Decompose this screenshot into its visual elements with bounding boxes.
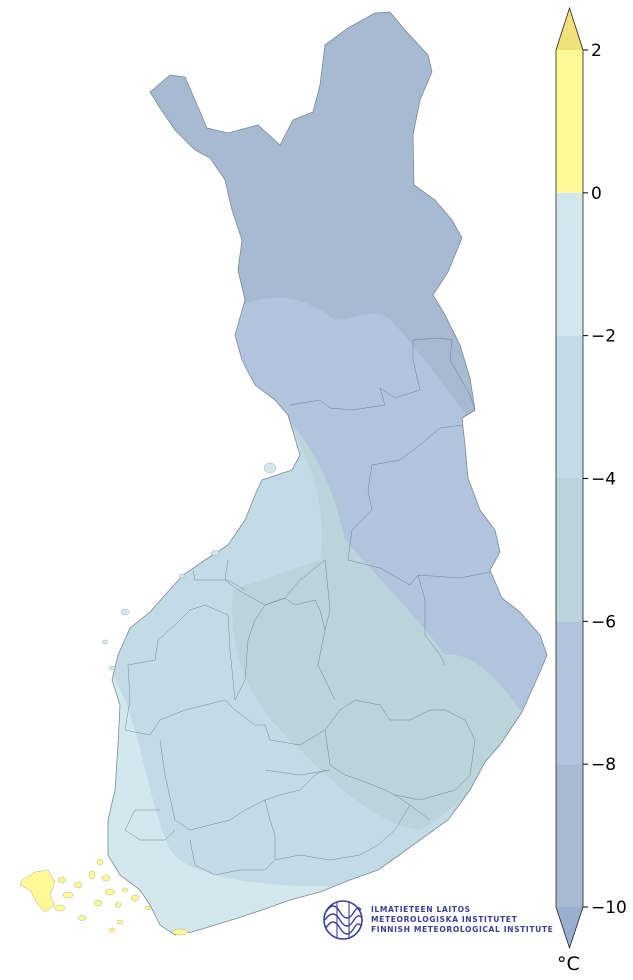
- colorbar-tick-label: −10: [591, 898, 627, 918]
- colorbar-unit-label: °C: [557, 953, 580, 975]
- fmi-logo: ILMATIETEEN LAITOS METEOROLOGISKA INSTIT…: [323, 900, 553, 940]
- region-borders: [124, 337, 491, 876]
- logo-line-3: FINNISH METEOROLOGICAL INSTITUTE: [371, 925, 553, 934]
- colorbar-tick-label: 2: [591, 41, 602, 61]
- coastal-islands: [102, 462, 277, 671]
- colorbar-tick-label: −8: [591, 755, 616, 775]
- colorbar-tick-label: −2: [591, 327, 616, 347]
- colorbar-band-extend-low: [556, 907, 583, 948]
- fmi-logo-icon: [323, 900, 363, 940]
- colorbar-band-1: [556, 50, 583, 193]
- colorbar-tick-label: −6: [591, 612, 616, 632]
- colorbar-band-extend-high: [556, 8, 583, 50]
- colorbar-band-2: [556, 192, 583, 336]
- logo-line-2: METEOROLOGISKA INSTITUTET: [371, 915, 518, 924]
- colorbar-band-5: [556, 621, 583, 765]
- colorbar-band-6: [556, 764, 583, 907]
- colorbar-tick-label: −4: [591, 470, 616, 490]
- colorbar: 2 0 −2 −4 −6 −8 −10 °C: [555, 6, 627, 975]
- colorbar-band-3: [556, 335, 583, 479]
- logo-line-1: ILMATIETEEN LAITOS: [371, 905, 471, 914]
- aland-islands: [19, 858, 189, 936]
- colorbar-band-4: [556, 478, 583, 622]
- finland-outline: [107, 11, 548, 936]
- colorbar-tick-label: 0: [591, 184, 602, 204]
